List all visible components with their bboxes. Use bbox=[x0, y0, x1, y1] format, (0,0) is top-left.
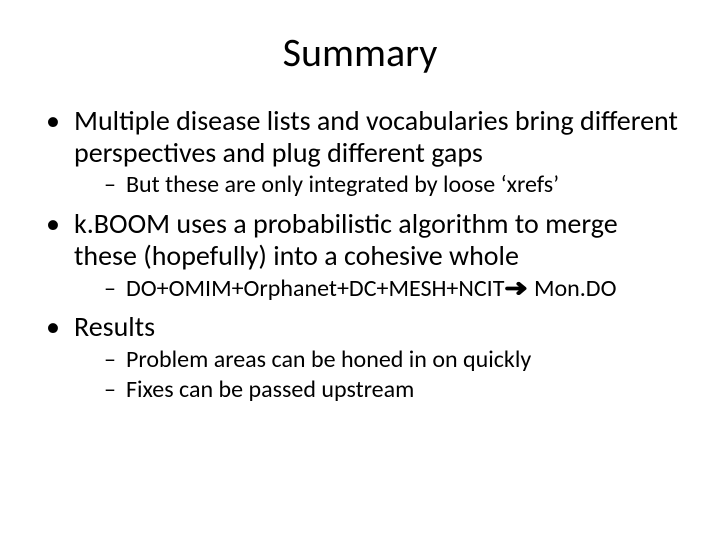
bullet-1-sub-1: But these are only integrated by loose ‘… bbox=[104, 171, 680, 200]
bullet-2-text: k.BOOM uses a probabilistic algorithm to… bbox=[74, 206, 618, 273]
slide-title: Summary bbox=[40, 28, 680, 77]
bullet-2-sub-1-pre: DO+OMIM+Orphanet+DC+MESH+NCIT bbox=[126, 274, 504, 303]
bullet-2-sublist: DO+OMIM+Orphanet+DC+MESH+NCIT➜ Mon.DO bbox=[74, 275, 680, 304]
bullet-3-sublist: Problem areas can be honed in on quickly… bbox=[74, 346, 680, 406]
bullet-list: Multiple disease lists and vocabularies … bbox=[40, 105, 680, 405]
bullet-3-sub-1: Problem areas can be honed in on quickly bbox=[104, 346, 680, 375]
arrow-icon: ➜ bbox=[504, 275, 528, 304]
bullet-2: k.BOOM uses a probabilistic algorithm to… bbox=[46, 208, 680, 303]
bullet-1-text: Multiple disease lists and vocabularies … bbox=[74, 103, 678, 170]
bullet-3-text: Results bbox=[74, 309, 155, 344]
bullet-2-sub-1: DO+OMIM+Orphanet+DC+MESH+NCIT➜ Mon.DO bbox=[104, 275, 680, 304]
bullet-1-sublist: But these are only integrated by loose ‘… bbox=[74, 171, 680, 200]
bullet-2-sub-1-post: Mon.DO bbox=[529, 274, 617, 303]
bullet-3: Results Problem areas can be honed in on… bbox=[46, 311, 680, 405]
bullet-1: Multiple disease lists and vocabularies … bbox=[46, 105, 680, 200]
slide: Summary Multiple disease lists and vocab… bbox=[0, 0, 720, 540]
bullet-3-sub-2: Fixes can be passed upstream bbox=[104, 376, 680, 405]
